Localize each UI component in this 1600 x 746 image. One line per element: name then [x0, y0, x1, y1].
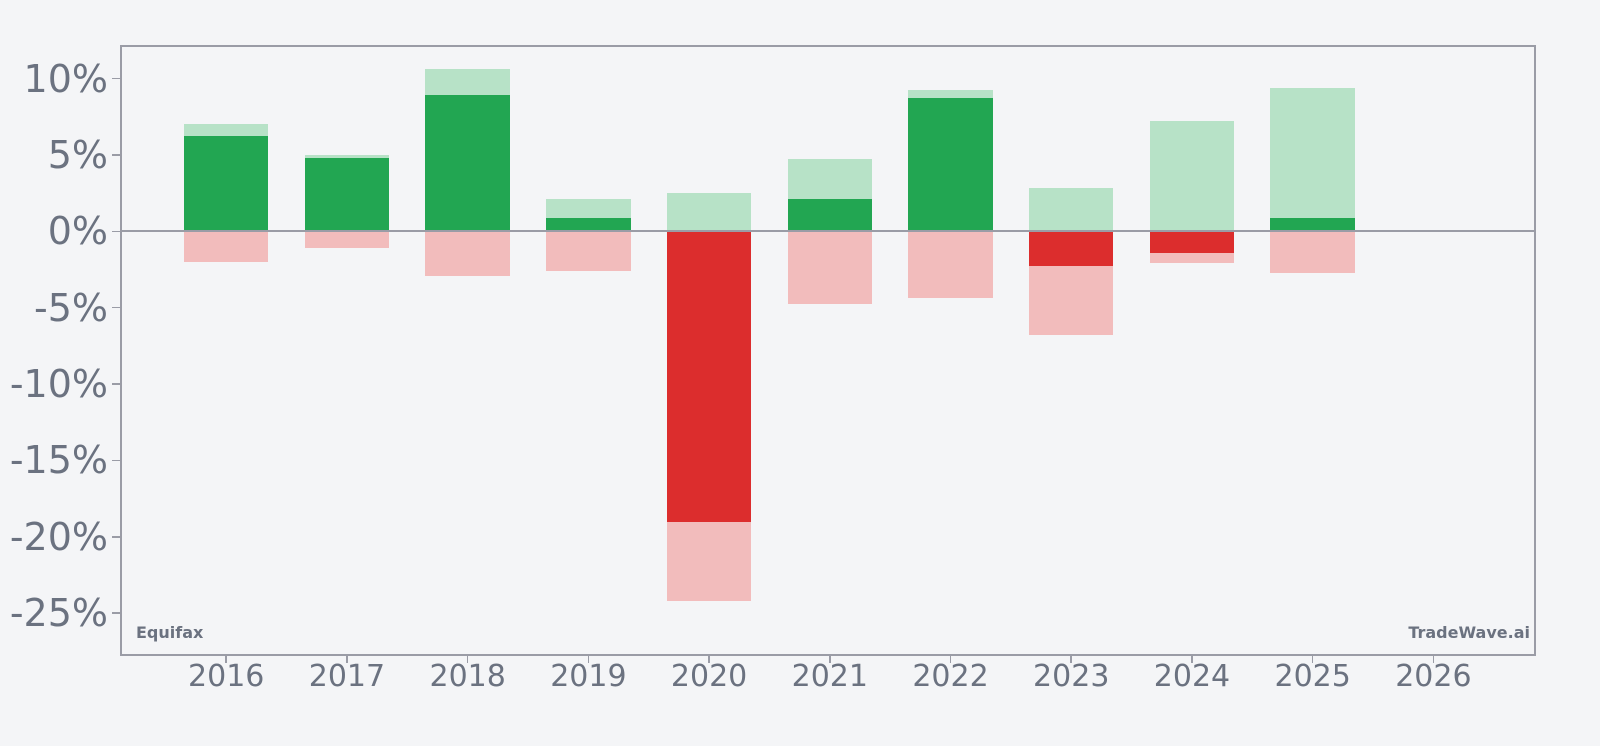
bar-return-2022 — [908, 97, 993, 232]
x-tick-label: 2026 — [1395, 659, 1472, 694]
y-tick-label: 10% — [23, 56, 108, 101]
x-tick-mark — [1191, 656, 1193, 663]
bar-max-drawdown-2017 — [304, 231, 390, 249]
bar-return-2016 — [183, 135, 269, 232]
y-tick-mark — [112, 536, 120, 538]
y-tick-label: 0% — [47, 209, 108, 254]
bar-max-drawdown-2021 — [787, 231, 873, 304]
y-tick-mark — [112, 230, 120, 233]
x-tick-label: 2020 — [670, 659, 748, 694]
bar-max-drawdown-2016 — [183, 231, 269, 262]
x-tick-label: 2019 — [550, 659, 627, 694]
bar-max-drawdown-2022 — [908, 231, 993, 298]
bar-return-2025 — [1270, 217, 1355, 232]
x-tick-mark — [829, 656, 831, 663]
y-tick-mark — [112, 612, 120, 614]
y-tick-mark — [112, 306, 120, 309]
x-tick-label: 2022 — [912, 659, 989, 694]
bar-return-2023 — [1028, 231, 1114, 266]
bar-max-gain-2023 — [1028, 187, 1114, 232]
x-tick-label: 2016 — [188, 659, 265, 694]
y-tick-label: -25% — [9, 591, 108, 636]
y-tick-mark — [112, 154, 120, 156]
x-tick-label: 2023 — [1033, 659, 1110, 694]
bar-return-2017 — [304, 158, 390, 232]
bar-return-2019 — [546, 218, 631, 232]
x-tick-mark — [346, 656, 348, 663]
bar-max-gain-2025 — [1270, 87, 1355, 232]
bar-max-drawdown-2018 — [425, 231, 510, 276]
watermark-company: Equifax — [136, 623, 204, 642]
plot-area — [120, 45, 1536, 656]
y-tick-mark — [112, 383, 120, 385]
y-tick-label: 5% — [47, 132, 108, 177]
x-tick-mark — [949, 656, 952, 663]
bar-max-gain-2024 — [1149, 121, 1235, 232]
bar-max-gain-2020 — [666, 193, 752, 232]
x-tick-mark — [1432, 656, 1435, 663]
y-tick-mark — [112, 459, 120, 462]
y-tick-label: -15% — [9, 438, 108, 483]
bar-max-drawdown-2025 — [1270, 231, 1355, 274]
x-tick-label: 2021 — [791, 659, 868, 694]
y-tick-mark — [112, 77, 120, 80]
x-tick-label: 2018 — [429, 659, 506, 694]
zero-baseline — [120, 230, 1536, 233]
y-tick-label: -20% — [9, 514, 108, 559]
x-tick-mark — [1070, 656, 1072, 663]
watermark-brand: TradeWave.ai — [1408, 623, 1530, 642]
x-tick-mark — [587, 656, 590, 663]
x-tick-mark — [1311, 656, 1314, 663]
y-tick-label: -10% — [9, 362, 108, 407]
x-tick-mark — [708, 656, 710, 663]
x-tick-mark — [466, 656, 469, 663]
bar-return-2021 — [787, 198, 873, 232]
x-tick-label: 2024 — [1153, 659, 1231, 694]
y-tick-label: -5% — [34, 285, 108, 330]
bar-return-2018 — [425, 94, 510, 232]
x-tick-mark — [225, 656, 227, 663]
bar-return-2024 — [1149, 231, 1235, 253]
x-tick-label: 2017 — [308, 659, 386, 694]
bar-return-2020 — [666, 231, 752, 522]
x-tick-label: 2025 — [1274, 659, 1351, 694]
bar-max-drawdown-2019 — [546, 231, 631, 272]
